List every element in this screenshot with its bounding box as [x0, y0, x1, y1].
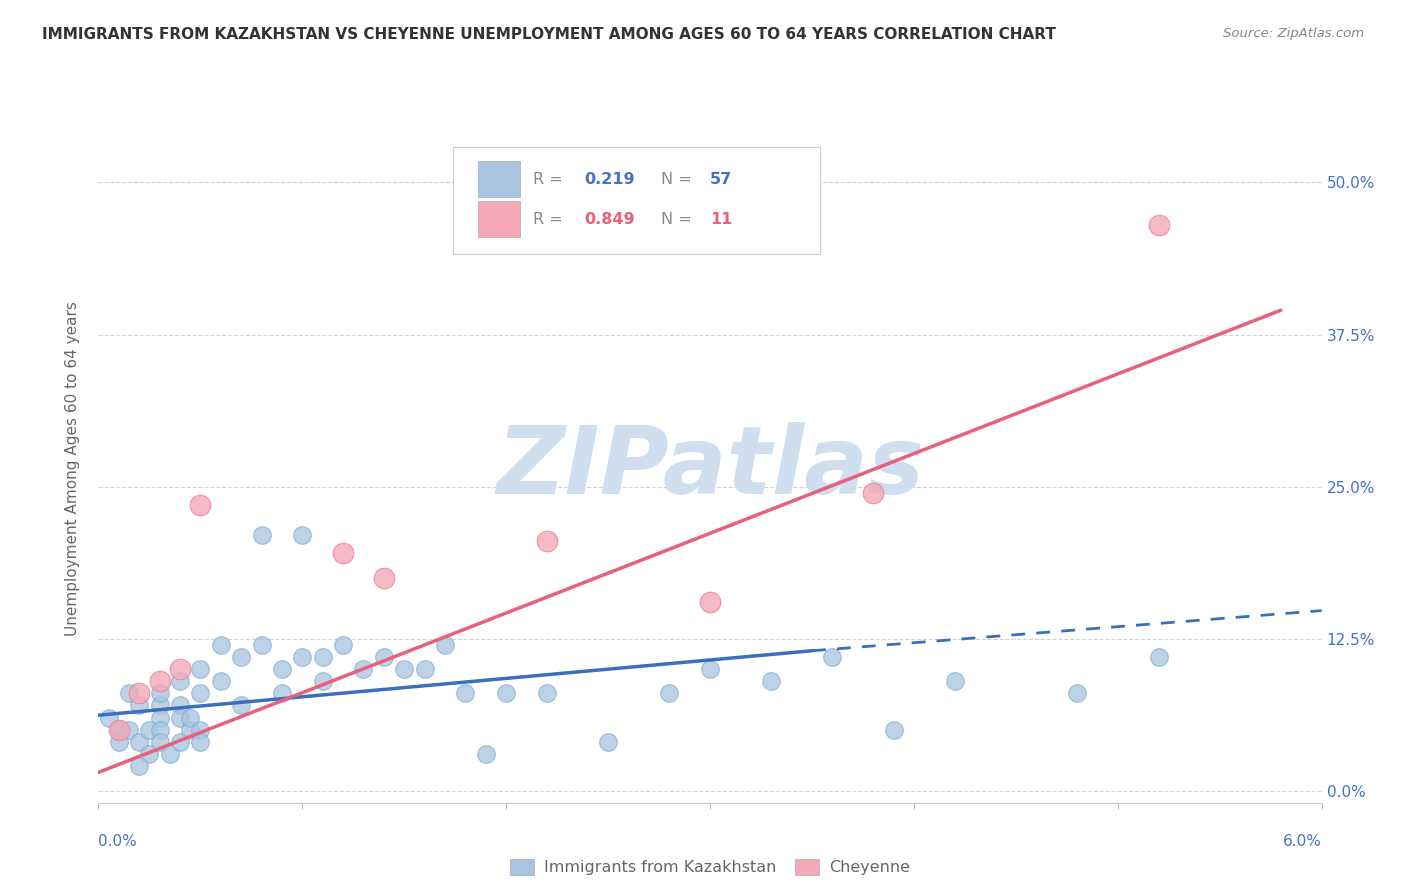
Text: 0.219: 0.219: [583, 172, 634, 186]
Point: [149, 711, 172, 725]
Point: [209, 638, 232, 652]
Point: [128, 698, 150, 713]
Point: [474, 747, 498, 761]
Point: [392, 662, 416, 676]
Point: [658, 686, 681, 700]
Point: [179, 711, 201, 725]
Point: [159, 747, 181, 761]
Point: [231, 649, 253, 664]
Text: ZIPatlas: ZIPatlas: [496, 422, 924, 515]
Text: 0.849: 0.849: [583, 212, 634, 227]
Point: [128, 735, 150, 749]
Point: [169, 735, 191, 749]
Point: [761, 674, 783, 689]
Point: [169, 662, 191, 676]
Point: [128, 686, 150, 700]
Point: [270, 662, 292, 676]
Point: [454, 686, 477, 700]
Point: [413, 662, 436, 676]
Point: [699, 595, 721, 609]
Point: [231, 698, 253, 713]
Point: [311, 674, 335, 689]
Point: [699, 662, 721, 676]
Text: 0.0%: 0.0%: [98, 834, 138, 849]
Point: [97, 711, 120, 725]
Text: N =: N =: [661, 212, 697, 227]
Point: [149, 723, 172, 737]
Text: N =: N =: [661, 172, 697, 186]
Point: [188, 686, 212, 700]
Point: [118, 686, 141, 700]
Point: [169, 674, 191, 689]
Point: [536, 534, 558, 549]
Point: [821, 649, 844, 664]
Point: [291, 649, 314, 664]
Point: [188, 723, 212, 737]
Point: [188, 735, 212, 749]
Text: R =: R =: [533, 212, 568, 227]
Point: [179, 723, 201, 737]
FancyBboxPatch shape: [453, 147, 820, 254]
Text: 57: 57: [710, 172, 733, 186]
Point: [536, 686, 558, 700]
Point: [1066, 686, 1088, 700]
Point: [352, 662, 374, 676]
Point: [291, 528, 314, 542]
Point: [188, 662, 212, 676]
FancyBboxPatch shape: [478, 201, 520, 237]
Text: 11: 11: [710, 212, 733, 227]
Point: [1147, 649, 1170, 664]
Text: IMMIGRANTS FROM KAZAKHSTAN VS CHEYENNE UNEMPLOYMENT AMONG AGES 60 TO 64 YEARS CO: IMMIGRANTS FROM KAZAKHSTAN VS CHEYENNE U…: [42, 27, 1056, 42]
Point: [118, 723, 141, 737]
Point: [209, 674, 232, 689]
Point: [433, 638, 456, 652]
Point: [169, 698, 191, 713]
Point: [138, 723, 160, 737]
Point: [883, 723, 905, 737]
Y-axis label: Unemployment Among Ages 60 to 64 years: Unemployment Among Ages 60 to 64 years: [65, 301, 80, 636]
Point: [332, 638, 354, 652]
Legend: Immigrants from Kazakhstan, Cheyenne: Immigrants from Kazakhstan, Cheyenne: [503, 853, 917, 882]
Point: [108, 723, 131, 737]
Point: [373, 649, 395, 664]
Point: [495, 686, 517, 700]
Text: R =: R =: [533, 172, 568, 186]
Text: 6.0%: 6.0%: [1282, 834, 1322, 849]
Text: Source: ZipAtlas.com: Source: ZipAtlas.com: [1223, 27, 1364, 40]
Point: [149, 735, 172, 749]
Point: [250, 638, 273, 652]
Point: [149, 674, 172, 689]
Point: [128, 759, 150, 773]
Point: [149, 698, 172, 713]
Point: [943, 674, 966, 689]
Point: [373, 571, 395, 585]
Point: [138, 747, 160, 761]
Point: [108, 723, 131, 737]
Point: [270, 686, 292, 700]
Point: [169, 711, 191, 725]
Point: [862, 485, 884, 500]
Point: [250, 528, 273, 542]
Point: [108, 735, 131, 749]
Point: [311, 649, 335, 664]
Point: [149, 686, 172, 700]
Point: [188, 498, 212, 512]
FancyBboxPatch shape: [478, 161, 520, 197]
Point: [598, 735, 620, 749]
Point: [332, 546, 354, 560]
Point: [1147, 218, 1170, 232]
